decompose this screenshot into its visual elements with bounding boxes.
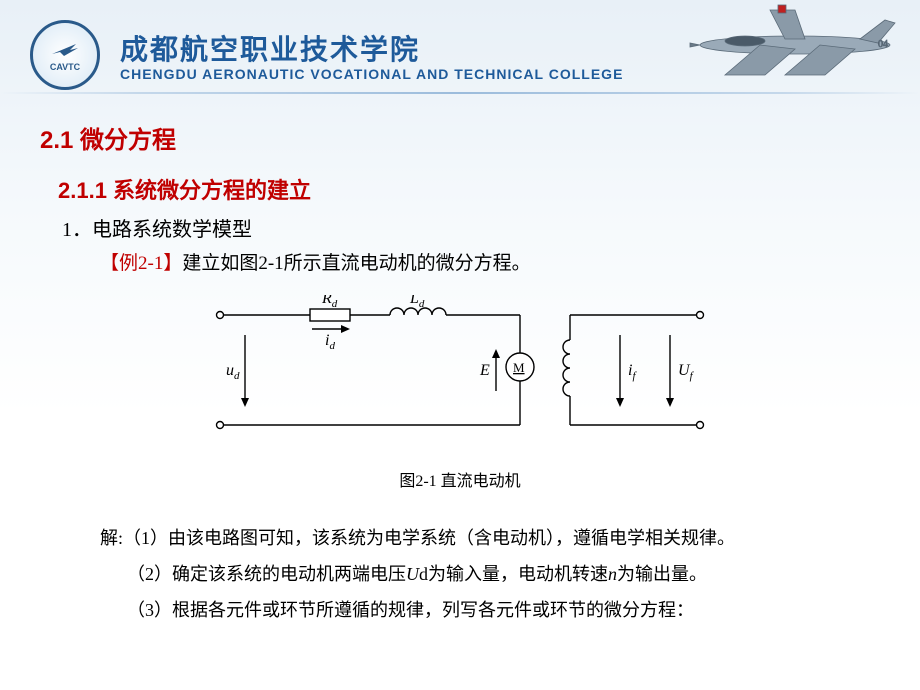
section-heading-2: 2.1.1 系统微分方程的建立 — [58, 173, 880, 205]
solution-block: 解:（1）由该电路图可知，该系统为电学系统（含电动机），遵循电学相关规律。 （2… — [100, 521, 880, 628]
svg-text:id: id — [325, 332, 335, 352]
university-name-chinese: 成都航空职业技术学院 — [120, 28, 420, 68]
svg-text:04: 04 — [878, 39, 888, 50]
solution-line-1: 解:（1）由该电路图可知，该系统为电学系统（含电动机），遵循电学相关规律。 — [100, 521, 880, 555]
solution-line-2: （2）确定该系统的电动机两端电压Ud为输入量，电动机转速n为输出量。 — [100, 557, 880, 591]
example-tag: 【例2-1】 — [100, 253, 182, 274]
slide-header: CAVTC 成都航空职业技术学院 CHENGDU AERONAUTIC VOCA… — [0, 0, 920, 100]
logo-acronym: CAVTC — [50, 62, 80, 72]
circuit-figure: Rd Ld id ud E M if Uf 图2-1 直流电动机 — [40, 295, 880, 491]
fighter-jet-icon: 04 — [630, 0, 920, 85]
college-logo: CAVTC — [30, 20, 100, 90]
slide-content: 2.1 微分方程 2.1.1 系统微分方程的建立 1．电路系统数学模型 【例2-… — [0, 100, 920, 628]
figure-caption: 图2-1 直流电动机 — [399, 467, 520, 491]
svg-text:Rd: Rd — [321, 295, 338, 310]
svg-text:M: M — [513, 360, 525, 375]
svg-text:if: if — [628, 362, 637, 382]
section-heading-1: 2.1 微分方程 — [40, 120, 880, 155]
example-line: 【例2-1】建立如图2-1所示直流电动机的微分方程。 — [100, 248, 880, 275]
example-text: 建立如图2-1所示直流电动机的微分方程。 — [182, 253, 530, 274]
solution-line-3: （3）根据各元件或环节所遵循的规律，列写各元件或环节的微分方程： — [100, 593, 880, 627]
svg-text:Uf: Uf — [678, 362, 695, 382]
svg-text:E: E — [479, 362, 490, 379]
section-heading-3: 1．电路系统数学模型 — [62, 213, 880, 242]
logo-plane-icon — [50, 38, 80, 64]
svg-text:ud: ud — [226, 362, 240, 382]
university-name-english: CHENGDU AERONAUTIC VOCATIONAL AND TECHNI… — [120, 66, 623, 82]
header-divider — [0, 92, 920, 94]
circuit-diagram: Rd Ld id ud E M if Uf — [200, 295, 720, 455]
